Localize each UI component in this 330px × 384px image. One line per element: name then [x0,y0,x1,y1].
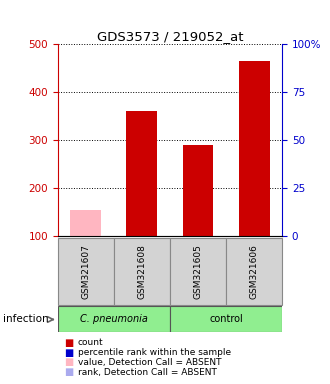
Text: ■: ■ [64,348,74,358]
Text: ■: ■ [64,358,74,367]
Bar [126,111,157,236]
Text: C. pneumonia: C. pneumonia [80,314,148,324]
Text: percentile rank within the sample: percentile rank within the sample [78,348,231,357]
Bar [58,238,114,305]
Text: value, Detection Call = ABSENT: value, Detection Call = ABSENT [78,358,221,367]
Text: GSM321605: GSM321605 [193,244,203,299]
Text: GSM321607: GSM321607 [81,244,90,299]
Bar [170,306,282,332]
Text: GSM321606: GSM321606 [249,244,259,299]
Text: infection: infection [3,314,49,324]
Text: control: control [209,314,243,324]
Bar [170,238,226,305]
Bar [239,61,270,236]
Bar [114,238,170,305]
Bar [58,306,170,332]
Text: GSM321608: GSM321608 [137,244,147,299]
Bar [70,210,101,236]
Text: ■: ■ [64,367,74,377]
Bar [226,238,282,305]
Bar [182,145,214,236]
Title: GDS3573 / 219052_at: GDS3573 / 219052_at [97,30,243,43]
Text: ■: ■ [64,338,74,348]
Text: count: count [78,338,103,347]
Text: rank, Detection Call = ABSENT: rank, Detection Call = ABSENT [78,368,216,377]
